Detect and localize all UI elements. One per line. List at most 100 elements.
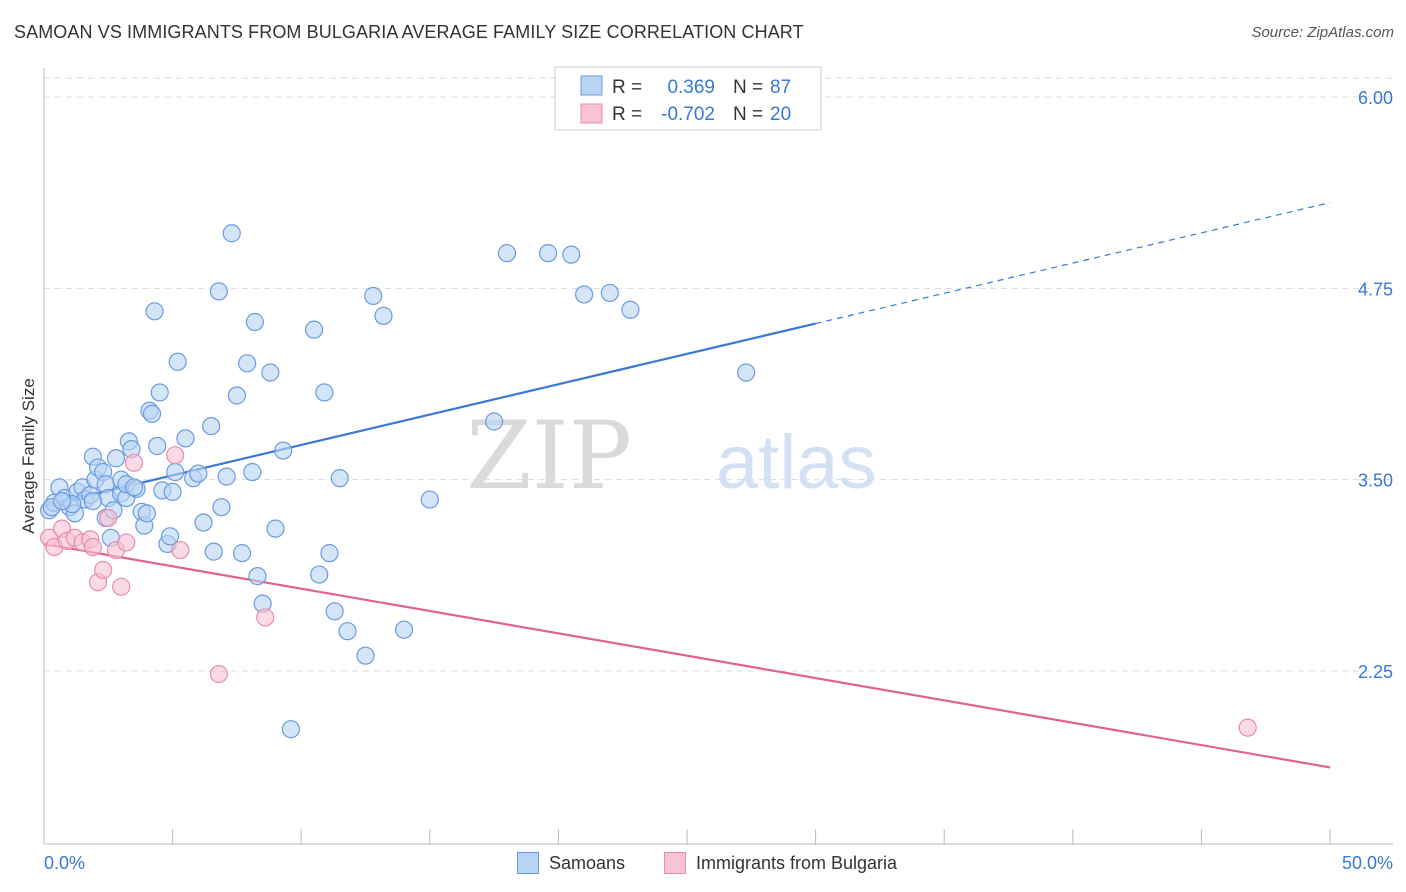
point-samoans: [420, 490, 439, 509]
point-samoans: [232, 544, 252, 563]
point-samoans: [330, 469, 349, 488]
point-samoans: [374, 306, 393, 325]
point-bulgaria: [171, 540, 190, 560]
trendline-samoans-extension: [815, 202, 1331, 325]
point-samoans: [222, 224, 241, 243]
point-bulgaria: [94, 560, 113, 580]
point-samoans: [539, 244, 558, 263]
point-samoans: [274, 441, 293, 460]
point-samoans: [176, 429, 195, 448]
legend-label-bulgaria: Immigrants from Bulgaria: [696, 852, 898, 873]
point-samoans: [394, 620, 414, 639]
point-samoans: [124, 478, 144, 497]
point-samoans: [248, 566, 267, 586]
point-samoans: [150, 383, 169, 402]
chart-source: Source: ZipAtlas.com: [1251, 24, 1394, 41]
point-samoans: [217, 467, 236, 486]
point-samoans: [166, 462, 185, 482]
legend-n-value: 20: [770, 104, 791, 125]
point-bulgaria: [256, 608, 275, 627]
legend-r-value: 0.369: [667, 77, 715, 98]
point-samoans: [266, 519, 285, 538]
point-samoans: [315, 383, 334, 402]
y-axis-title: Average Family Size: [19, 378, 38, 534]
point-samoans: [621, 300, 640, 319]
point-samoans: [189, 464, 208, 483]
point-samoans: [194, 513, 213, 532]
point-samoans: [145, 302, 164, 321]
point-samoans: [160, 527, 180, 546]
legend-item-bulgaria[interactable]: Immigrants from Bulgaria: [664, 852, 897, 874]
point-samoans: [209, 282, 228, 301]
point-bulgaria: [166, 446, 185, 465]
trend-layer: [43, 202, 1331, 769]
point-samoans: [212, 498, 231, 517]
y-tick-label: 2.25: [1358, 662, 1393, 682]
legend-item-samoans[interactable]: Samoans: [517, 852, 625, 874]
points-layer: [40, 224, 1257, 739]
trendline-bulgaria: [43, 542, 1331, 769]
point-bulgaria: [112, 577, 131, 596]
legend-n-value: 87: [770, 77, 791, 98]
x-tick-label-max: 50.0%: [1342, 853, 1393, 873]
y-tick-labels: 2.25 3.50 4.75 6.00: [1358, 88, 1393, 682]
grid-layer: [44, 77, 1393, 672]
point-samoans: [168, 352, 187, 371]
legend-swatch-bulgaria: [664, 852, 686, 874]
legend-swatch-samoans: [517, 852, 539, 874]
point-samoans: [497, 244, 517, 263]
point-samoans: [575, 285, 594, 304]
point-bulgaria: [83, 537, 102, 557]
point-samoans: [261, 363, 280, 382]
legend-r-label: R =: [612, 104, 642, 125]
axis-layer: [43, 68, 1393, 845]
legend-swatch-samoans: [580, 75, 603, 96]
point-bulgaria: [1238, 718, 1257, 737]
watermark: ZIP atlas: [466, 402, 876, 511]
point-samoans: [320, 544, 339, 563]
legend-r-label: R =: [612, 77, 642, 98]
legend-label-samoans: Samoans: [549, 852, 626, 873]
legend-top: R = 0.369 N = 87 R = -0.702 N = 20: [554, 66, 822, 131]
x-tick-label-min: 0.0%: [44, 853, 85, 873]
point-samoans: [304, 320, 324, 339]
point-samoans: [338, 622, 357, 641]
point-samoans: [243, 462, 262, 482]
point-samoans: [325, 602, 344, 621]
point-samoans: [356, 646, 375, 665]
point-bulgaria: [117, 533, 136, 552]
point-samoans: [137, 504, 156, 523]
point-samoans: [310, 565, 329, 584]
point-samoans: [485, 412, 504, 431]
legend-n-label: N =: [733, 104, 763, 125]
y-tick-label: 3.50: [1358, 471, 1393, 491]
point-samoans: [364, 286, 383, 306]
point-samoans: [148, 436, 167, 456]
point-samoans: [52, 491, 72, 511]
y-tick-label: 6.00: [1358, 88, 1393, 108]
point-samoans: [281, 720, 301, 739]
point-samoans: [106, 449, 126, 468]
legend-r-value: -0.702: [661, 104, 715, 125]
point-samoans: [238, 354, 257, 373]
legend-swatch-bulgaria: [580, 103, 603, 124]
chart-title: SAMOAN VS IMMIGRANTS FROM BULGARIA AVERA…: [14, 22, 804, 42]
point-samoans: [737, 363, 756, 382]
point-samoans: [227, 386, 246, 405]
y-tick-label: 4.75: [1358, 279, 1393, 299]
point-bulgaria: [124, 453, 144, 472]
legend-bottom: Samoans Immigrants from Bulgaria: [0, 850, 1406, 880]
point-bulgaria: [209, 664, 228, 684]
point-samoans: [245, 312, 265, 332]
point-samoans: [202, 416, 221, 436]
point-samoans: [142, 404, 162, 423]
point-samoans: [83, 491, 102, 511]
point-samoans: [600, 283, 619, 303]
point-samoans: [562, 245, 581, 264]
point-samoans: [204, 542, 223, 561]
legend-n-label: N =: [733, 77, 763, 98]
point-bulgaria: [99, 508, 118, 528]
point-samoans: [163, 482, 182, 502]
watermark-atlas: atlas: [716, 420, 877, 505]
